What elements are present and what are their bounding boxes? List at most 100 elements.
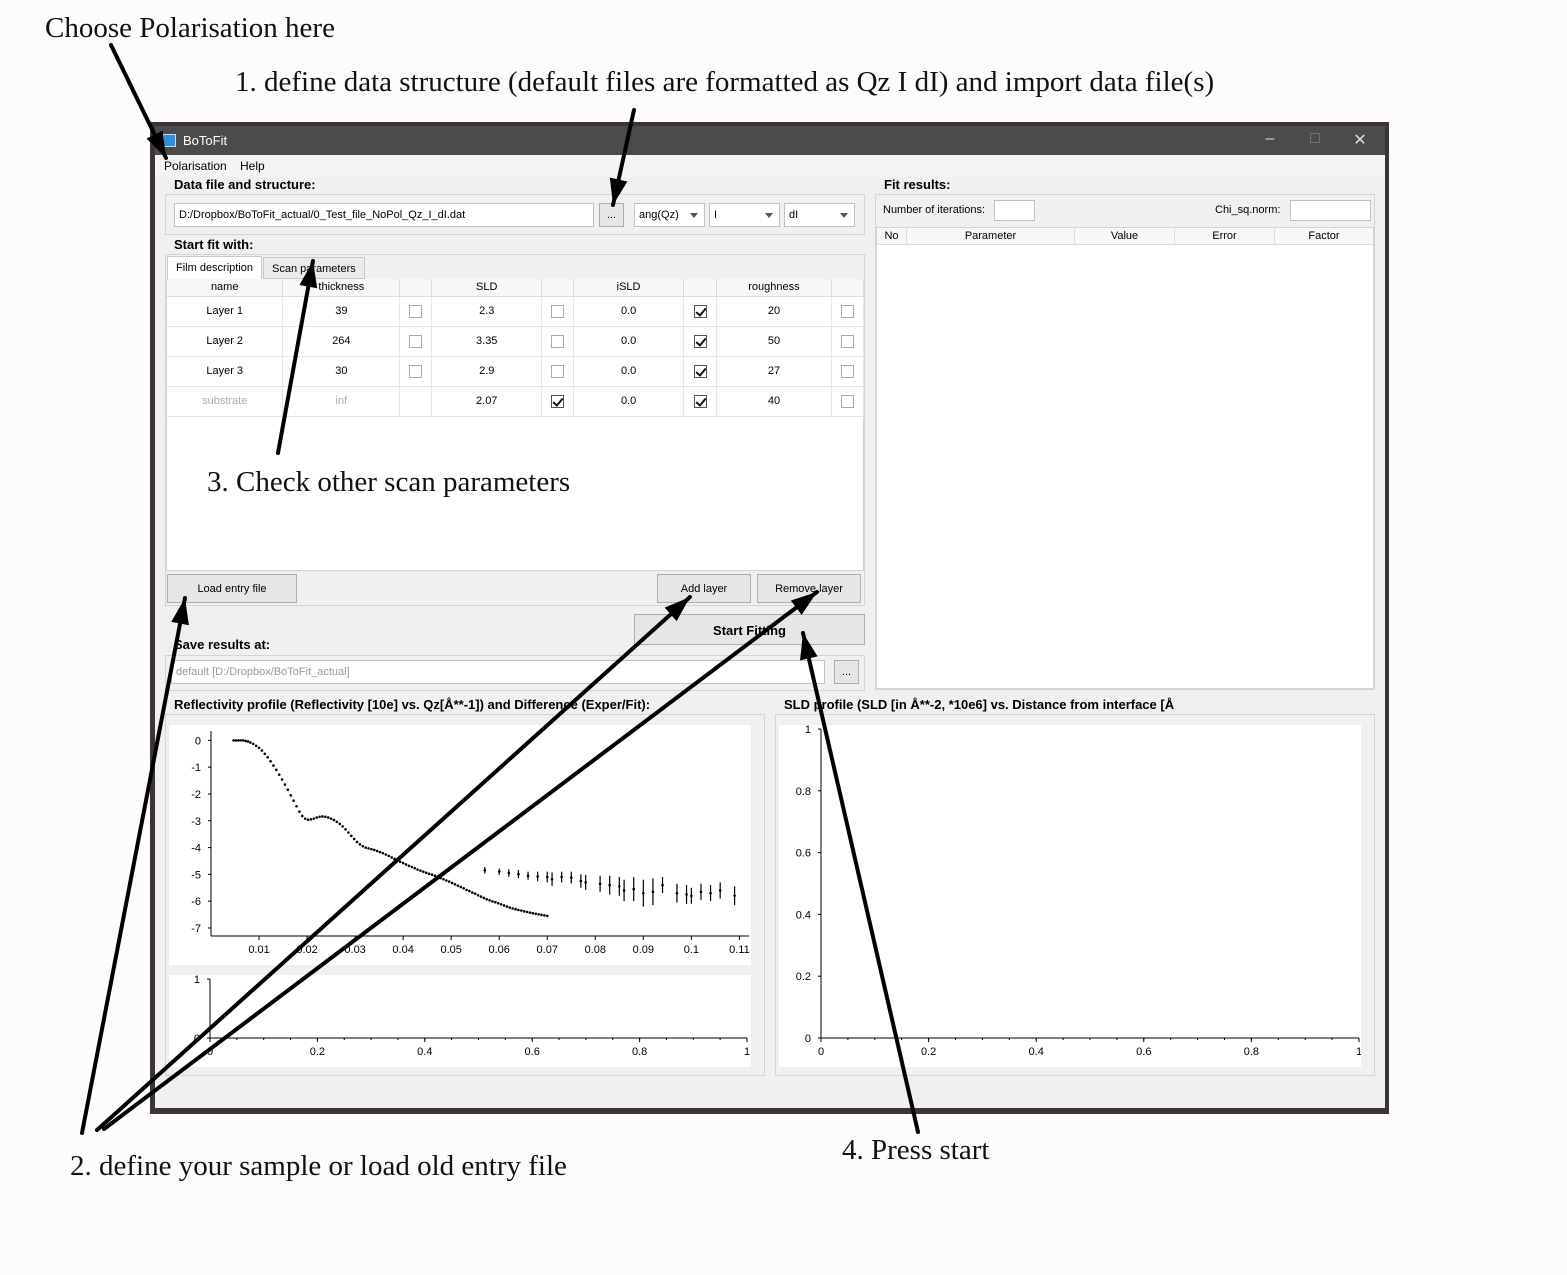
data-point bbox=[249, 741, 252, 744]
data-point bbox=[534, 912, 538, 916]
data-point bbox=[465, 888, 468, 892]
data-file-browse-button[interactable]: ... bbox=[599, 203, 624, 227]
x-tick-label: 0.8 bbox=[1244, 1046, 1259, 1058]
roughness-fix-checkbox[interactable] bbox=[840, 304, 854, 318]
data-file-input[interactable]: D:/Dropbox/BoToFit_actual/0_Test_file_No… bbox=[174, 203, 594, 227]
data-point bbox=[511, 907, 514, 910]
thickness-cell[interactable]: 264 bbox=[282, 326, 401, 357]
table-row[interactable]: substrate inf 2.07 0.0 40 bbox=[167, 386, 865, 417]
data-point bbox=[543, 914, 546, 917]
layer-name-cell[interactable]: Layer 1 bbox=[167, 296, 284, 327]
data-point bbox=[471, 891, 474, 894]
data-point bbox=[312, 817, 316, 820]
tab-film-description[interactable]: Film description bbox=[167, 256, 263, 280]
close-button[interactable]: ✕ bbox=[1353, 132, 1367, 149]
minimize-button[interactable]: – bbox=[1265, 130, 1275, 147]
chi-sq-field[interactable] bbox=[1290, 200, 1371, 221]
isld-cell[interactable]: 0.0 bbox=[573, 356, 685, 387]
fit-results-header: No Parameter Value Error Factor bbox=[877, 228, 1373, 245]
sld-fix-checkbox[interactable] bbox=[551, 364, 565, 378]
roughness-fix-checkbox[interactable] bbox=[840, 364, 854, 378]
structure-column3-select[interactable]: dI bbox=[784, 203, 855, 227]
thickness-fix-checkbox[interactable] bbox=[409, 304, 423, 318]
sld-cell[interactable]: 2.07 bbox=[431, 386, 543, 417]
column-header-isld-fix bbox=[683, 279, 717, 297]
data-point bbox=[404, 863, 408, 866]
roughness-cell[interactable]: 40 bbox=[716, 386, 832, 417]
x-tick-label: 1 bbox=[1356, 1046, 1361, 1058]
sld-cell[interactable]: 2.9 bbox=[431, 356, 543, 387]
fit-results-label: Fit results: bbox=[884, 177, 951, 192]
x-tick-label: 0.4 bbox=[1029, 1046, 1044, 1058]
data-point bbox=[292, 799, 295, 802]
sld-fix-checkbox[interactable] bbox=[551, 304, 565, 318]
isld-cell[interactable]: 0.0 bbox=[573, 326, 685, 357]
annotation-arrow-line bbox=[95, 595, 692, 1132]
data-point bbox=[401, 861, 405, 865]
isld-fix-checkbox[interactable] bbox=[693, 394, 707, 408]
roughness-fix-cell bbox=[831, 356, 865, 387]
structure-column2-select[interactable]: I bbox=[709, 203, 780, 227]
load-entry-file-button[interactable]: Load entry file bbox=[167, 574, 297, 603]
sld-fix-checkbox[interactable] bbox=[551, 394, 565, 408]
data-point bbox=[442, 877, 445, 881]
menu-polarisation[interactable]: Polarisation bbox=[164, 159, 227, 173]
isld-cell[interactable]: 0.0 bbox=[573, 296, 685, 327]
arrow-head-icon bbox=[299, 261, 318, 289]
roughness-cell[interactable]: 20 bbox=[716, 296, 832, 327]
data-point bbox=[416, 868, 419, 871]
layer-name-cell[interactable]: Layer 3 bbox=[167, 356, 284, 387]
x-tick-label: 0.1 bbox=[684, 944, 699, 956]
layer-name-cell[interactable]: Layer 2 bbox=[167, 326, 284, 357]
x-tick-label: 0.08 bbox=[585, 944, 606, 956]
annotation-step3: 3. Check other scan parameters bbox=[207, 466, 571, 498]
isld-cell[interactable]: 0.0 bbox=[573, 386, 685, 417]
layer-name-cell[interactable]: substrate bbox=[167, 386, 284, 417]
arrow-head-icon bbox=[171, 598, 189, 626]
data-point bbox=[254, 744, 258, 748]
iterations-label: Number of iterations: bbox=[883, 204, 986, 216]
sld-fix-checkbox[interactable] bbox=[551, 334, 565, 348]
annotation-arrow-line bbox=[102, 590, 819, 1131]
data-point bbox=[479, 895, 483, 898]
arrow-head-icon bbox=[800, 633, 818, 661]
column-header-error: Error bbox=[1175, 228, 1275, 244]
data-point bbox=[482, 896, 486, 900]
data-point bbox=[309, 818, 313, 821]
structure-column1-select[interactable]: ang(Qz) bbox=[634, 203, 705, 227]
isld-fix-checkbox[interactable] bbox=[693, 304, 707, 318]
roughness-fix-checkbox[interactable] bbox=[840, 394, 854, 408]
maximize-button[interactable]: □ bbox=[1310, 130, 1320, 147]
data-point bbox=[286, 788, 290, 791]
thickness-fix-checkbox[interactable] bbox=[409, 364, 423, 378]
sld-cell[interactable]: 2.3 bbox=[431, 296, 543, 327]
x-tick-label: 0.6 bbox=[525, 1046, 540, 1058]
add-layer-button[interactable]: Add layer bbox=[657, 574, 751, 603]
roughness-cell[interactable]: 27 bbox=[716, 356, 832, 387]
menu-help[interactable]: Help bbox=[240, 159, 265, 173]
chevron-down-icon bbox=[690, 213, 698, 218]
column-header-factor: Factor bbox=[1308, 230, 1340, 242]
data-point bbox=[473, 892, 477, 895]
table-row[interactable]: Layer 3 30 2.9 0.0 27 bbox=[167, 356, 865, 387]
save-path-browse-button[interactable]: ... bbox=[834, 660, 859, 684]
isld-fix-checkbox[interactable] bbox=[693, 364, 707, 378]
data-point bbox=[450, 881, 454, 885]
data-point bbox=[390, 856, 393, 859]
thickness-cell[interactable]: inf bbox=[282, 386, 401, 417]
sld-cell[interactable]: 3.35 bbox=[431, 326, 543, 357]
save-path-input[interactable]: default [D:/Dropbox/BoToFit_actual] bbox=[171, 660, 825, 684]
data-point bbox=[234, 739, 238, 742]
x-tick-label: 0.06 bbox=[489, 944, 510, 956]
column-header-isld: iSLD bbox=[573, 279, 685, 297]
data-point bbox=[525, 910, 529, 914]
data-point bbox=[491, 900, 494, 903]
data-point bbox=[263, 752, 267, 756]
table-row[interactable]: Layer 2 264 3.35 0.0 50 bbox=[167, 326, 865, 357]
iterations-field[interactable] bbox=[994, 200, 1035, 221]
roughness-cell[interactable]: 50 bbox=[716, 326, 832, 357]
isld-fix-checkbox[interactable] bbox=[693, 334, 707, 348]
thickness-fix-checkbox[interactable] bbox=[409, 334, 423, 348]
roughness-fix-checkbox[interactable] bbox=[840, 334, 854, 348]
thickness-cell[interactable]: 30 bbox=[282, 356, 401, 387]
